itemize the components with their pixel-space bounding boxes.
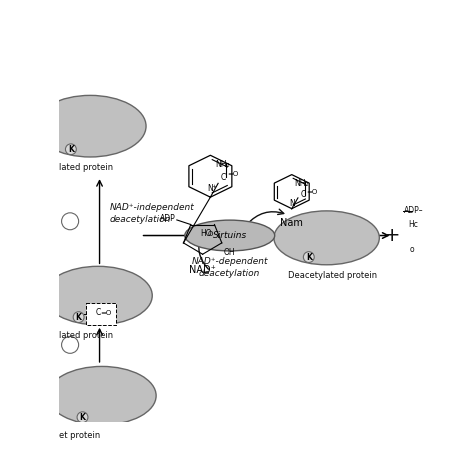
Ellipse shape (44, 266, 152, 325)
Text: O: O (208, 231, 213, 237)
Text: K: K (306, 253, 312, 262)
Ellipse shape (185, 220, 275, 251)
Ellipse shape (62, 213, 79, 230)
Text: C: C (300, 190, 306, 199)
Ellipse shape (47, 366, 156, 425)
Text: NH₂: NH₂ (294, 179, 309, 188)
Text: +: + (211, 184, 216, 189)
Text: NAD⁺-dependent
deacetylation: NAD⁺-dependent deacetylation (191, 257, 268, 278)
Text: lated protein: lated protein (59, 331, 113, 340)
Ellipse shape (274, 211, 379, 265)
Text: ADP–: ADP– (404, 206, 424, 215)
Text: N: N (208, 184, 213, 193)
Text: C: C (95, 308, 100, 317)
Text: K: K (68, 145, 74, 154)
Text: NAD⁺-independent
deacetylation: NAD⁺-independent deacetylation (109, 203, 194, 224)
Text: =O: =O (100, 310, 111, 316)
Ellipse shape (303, 252, 314, 263)
Text: NAD⁺: NAD⁺ (189, 265, 216, 275)
Text: N: N (289, 199, 295, 208)
Text: ADP: ADP (160, 214, 175, 223)
Text: et protein: et protein (59, 431, 100, 440)
Text: Hc: Hc (408, 220, 418, 229)
Text: OH: OH (224, 247, 236, 256)
Text: Nam: Nam (280, 218, 303, 228)
Text: +: + (384, 226, 401, 245)
Text: lated protein: lated protein (59, 163, 113, 172)
Text: Sirtuins: Sirtuins (213, 231, 247, 240)
Ellipse shape (62, 337, 79, 353)
Text: =O: =O (228, 171, 239, 177)
Text: C: C (220, 173, 226, 182)
Text: o: o (410, 245, 414, 254)
Text: K: K (76, 313, 82, 322)
Text: HO: HO (201, 229, 212, 238)
Text: NH₂: NH₂ (216, 160, 230, 169)
Ellipse shape (35, 95, 146, 157)
Text: =O: =O (307, 189, 318, 195)
Text: Deacetylated protein: Deacetylated protein (288, 271, 377, 280)
Text: K: K (80, 413, 85, 422)
Ellipse shape (65, 144, 76, 155)
Bar (86, 303, 116, 325)
Ellipse shape (73, 312, 84, 322)
Ellipse shape (77, 412, 88, 423)
